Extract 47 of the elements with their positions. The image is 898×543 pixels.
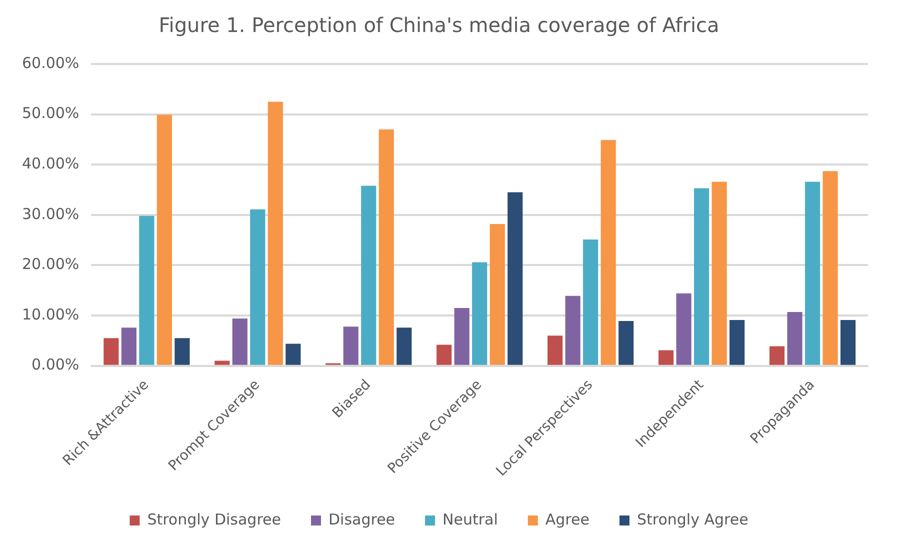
bar bbox=[268, 102, 283, 365]
bar bbox=[508, 192, 523, 365]
bar bbox=[472, 262, 488, 365]
bar bbox=[361, 186, 376, 365]
bar bbox=[156, 114, 172, 365]
bar bbox=[490, 224, 505, 365]
bar bbox=[730, 320, 745, 365]
y-tick-label: 50.00% bbox=[22, 104, 80, 122]
bar bbox=[600, 140, 616, 365]
y-tick-label: 60.00% bbox=[22, 54, 80, 72]
bar bbox=[548, 336, 563, 365]
y-tick-label: 30.00% bbox=[22, 204, 80, 223]
bar bbox=[286, 344, 301, 365]
bar bbox=[396, 328, 412, 365]
bar bbox=[769, 346, 785, 365]
bar bbox=[840, 320, 856, 365]
bar bbox=[583, 240, 598, 365]
bar bbox=[787, 312, 802, 365]
bar bbox=[121, 328, 136, 365]
bar bbox=[565, 296, 580, 365]
y-tick-label: 40.00% bbox=[22, 154, 80, 172]
legend-label: Strongly Agree bbox=[636, 510, 748, 528]
y-tick-label: 20.00% bbox=[22, 255, 80, 274]
y-tick-label: 10.00% bbox=[22, 305, 80, 324]
bar bbox=[436, 344, 452, 365]
bar bbox=[104, 338, 119, 365]
bar bbox=[378, 129, 394, 365]
legend-label: Strongly Disagree bbox=[147, 510, 282, 528]
chart-title: Figure 1. Perception of China's media coverage of Africa bbox=[158, 13, 720, 38]
bar bbox=[618, 321, 634, 365]
bar bbox=[676, 293, 692, 365]
bar bbox=[232, 318, 248, 365]
bar bbox=[712, 182, 727, 365]
bar bbox=[214, 360, 230, 365]
legend-label: Neutral bbox=[442, 510, 498, 528]
bar bbox=[250, 209, 266, 365]
legend-label: Agree bbox=[545, 510, 590, 528]
bar bbox=[822, 171, 838, 365]
bar bbox=[694, 188, 710, 365]
bar bbox=[454, 308, 470, 365]
bar bbox=[658, 350, 674, 365]
bar bbox=[804, 182, 820, 365]
bar bbox=[139, 216, 154, 365]
bar bbox=[343, 326, 358, 365]
legend-label: Disagree bbox=[328, 510, 396, 528]
y-tick-label: 0.00% bbox=[32, 356, 80, 374]
bar bbox=[174, 338, 190, 365]
